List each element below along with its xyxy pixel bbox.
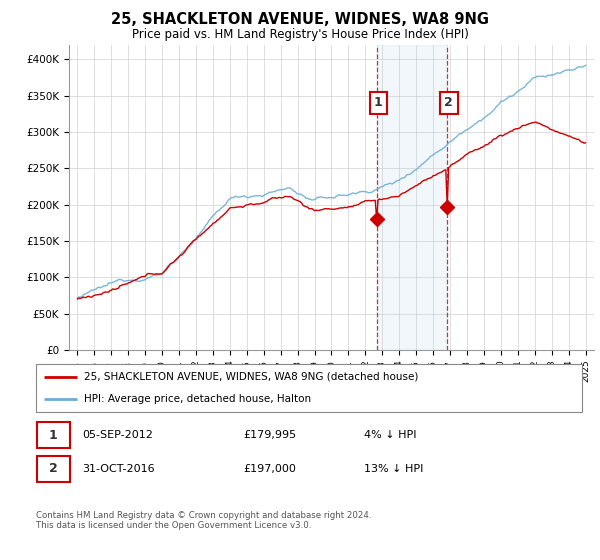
Text: 1: 1 xyxy=(374,96,383,109)
Text: £179,995: £179,995 xyxy=(244,431,296,440)
Bar xyxy=(377,45,447,350)
Text: 1: 1 xyxy=(49,429,58,442)
Text: 25, SHACKLETON AVENUE, WIDNES, WA8 9NG (detached house): 25, SHACKLETON AVENUE, WIDNES, WA8 9NG (… xyxy=(84,372,418,382)
Text: 2: 2 xyxy=(49,463,58,475)
Text: 31-OCT-2016: 31-OCT-2016 xyxy=(82,464,155,474)
Text: 13% ↓ HPI: 13% ↓ HPI xyxy=(364,464,423,474)
Text: Price paid vs. HM Land Registry's House Price Index (HPI): Price paid vs. HM Land Registry's House … xyxy=(131,28,469,41)
Text: £197,000: £197,000 xyxy=(244,464,296,474)
Bar xyxy=(37,456,70,482)
Text: Contains HM Land Registry data © Crown copyright and database right 2024.
This d: Contains HM Land Registry data © Crown c… xyxy=(36,511,371,530)
Text: 05-SEP-2012: 05-SEP-2012 xyxy=(82,431,153,440)
Text: 4% ↓ HPI: 4% ↓ HPI xyxy=(364,431,416,440)
Text: HPI: Average price, detached house, Halton: HPI: Average price, detached house, Halt… xyxy=(84,394,311,404)
Text: 2: 2 xyxy=(445,96,453,109)
Text: 25, SHACKLETON AVENUE, WIDNES, WA8 9NG: 25, SHACKLETON AVENUE, WIDNES, WA8 9NG xyxy=(111,12,489,27)
Bar xyxy=(37,422,70,449)
